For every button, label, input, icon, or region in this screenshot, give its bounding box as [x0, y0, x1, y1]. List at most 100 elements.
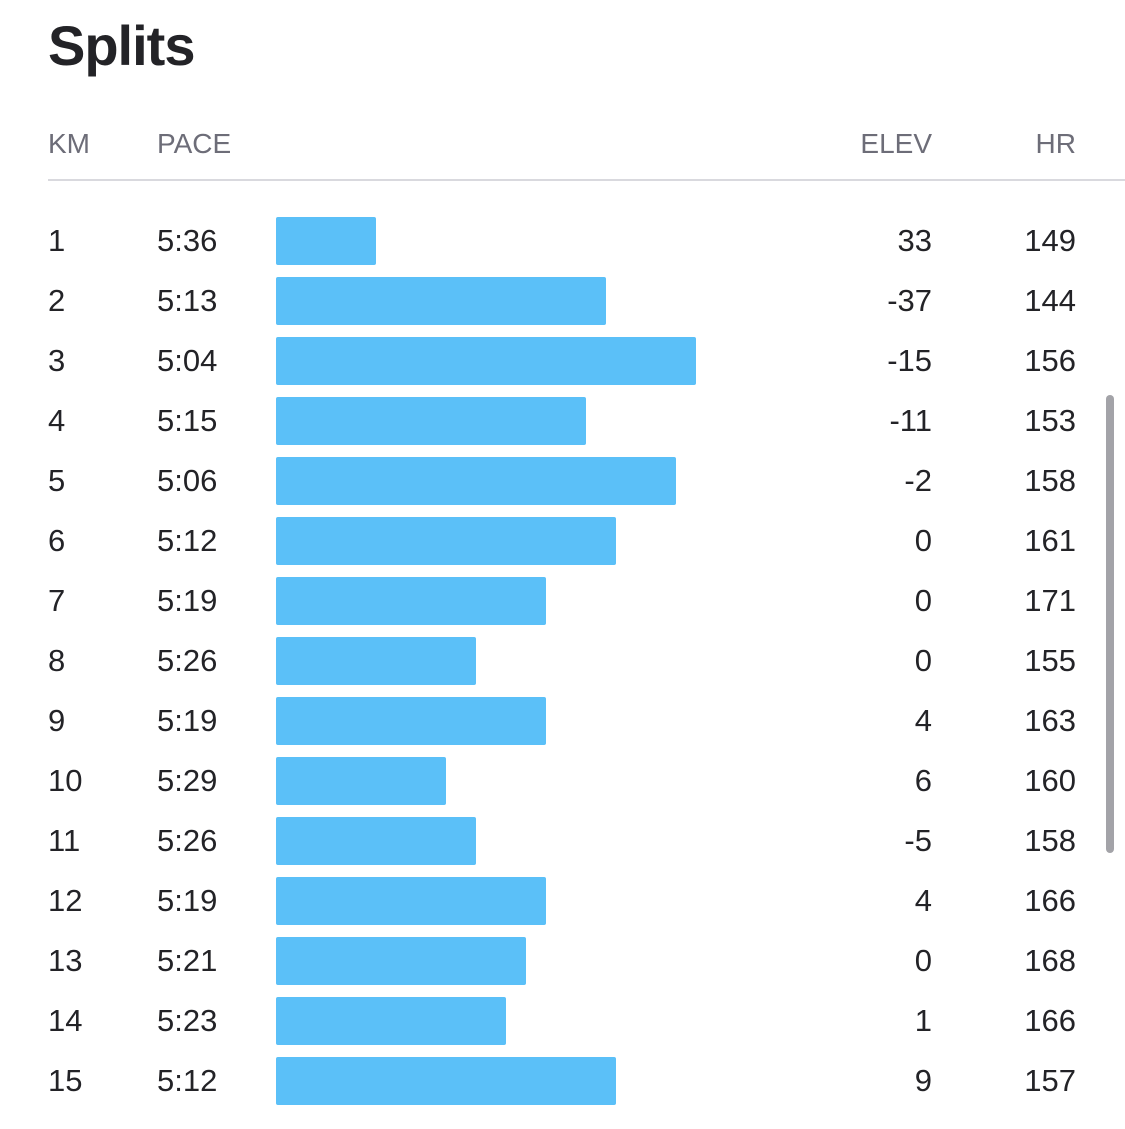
- split-elev: 4: [914, 703, 932, 738]
- split-hr: 144: [1024, 283, 1076, 318]
- split-km: 13: [48, 943, 83, 978]
- split-km: 2: [48, 283, 66, 318]
- split-hr: 163: [1024, 703, 1076, 738]
- pace-bar-track: [276, 937, 836, 985]
- split-row: 1 5:36 33 149: [0, 211, 1125, 271]
- pace-bar: [276, 1057, 616, 1105]
- split-row: 9 5:19 4 163: [0, 691, 1125, 751]
- split-pace: 5:23: [157, 1003, 218, 1038]
- split-km: 6: [48, 523, 66, 558]
- pace-bar-track: [276, 397, 836, 445]
- split-pace: 5:19: [157, 883, 218, 918]
- split-pace: 5:26: [157, 823, 218, 858]
- split-elev: 6: [914, 763, 932, 798]
- split-hr: 158: [1024, 463, 1076, 498]
- column-header-km: KM: [48, 128, 90, 159]
- split-pace: 5:19: [157, 703, 218, 738]
- pace-bar: [276, 337, 696, 385]
- split-row: 14 5:23 1 166: [0, 991, 1125, 1051]
- split-pace: 5:29: [157, 763, 218, 798]
- split-km: 3: [48, 343, 66, 378]
- split-km: 8: [48, 643, 66, 678]
- pace-bar: [276, 817, 476, 865]
- split-elev: 1: [914, 1003, 932, 1038]
- column-header-hr: HR: [1035, 128, 1076, 159]
- split-hr: 158: [1024, 823, 1076, 858]
- split-hr: 166: [1024, 1003, 1076, 1038]
- split-pace: 5:06: [157, 463, 218, 498]
- column-header-pace: PACE: [157, 128, 232, 159]
- split-row: 10 5:29 6 160: [0, 751, 1125, 811]
- column-header-elev: ELEV: [860, 128, 932, 159]
- split-pace: 5:19: [157, 583, 218, 618]
- split-km: 12: [48, 883, 83, 918]
- split-km: 15: [48, 1063, 83, 1098]
- pace-bar-track: [276, 517, 836, 565]
- split-elev: -37: [887, 283, 932, 318]
- split-pace: 5:13: [157, 283, 218, 318]
- split-elev: 9: [914, 1063, 932, 1098]
- split-pace: 5:26: [157, 643, 218, 678]
- split-km: 7: [48, 583, 66, 618]
- split-elev: 0: [914, 523, 932, 558]
- split-hr: 160: [1024, 763, 1076, 798]
- pace-bar-track: [276, 277, 836, 325]
- split-elev: -5: [904, 823, 932, 858]
- split-pace: 5:36: [157, 223, 218, 258]
- split-elev: 0: [914, 583, 932, 618]
- split-hr: 171: [1024, 583, 1076, 618]
- pace-bar-track: [276, 877, 836, 925]
- pace-bar: [276, 997, 506, 1045]
- split-row: 2 5:13 -37 144: [0, 271, 1125, 331]
- split-km: 1: [48, 223, 66, 258]
- pace-bar-track: [276, 457, 836, 505]
- split-pace: 5:15: [157, 403, 218, 438]
- split-pace: 5:12: [157, 523, 218, 558]
- vertical-scrollbar[interactable]: [1106, 395, 1114, 853]
- pace-bar-track: [276, 817, 836, 865]
- split-elev: 4: [914, 883, 932, 918]
- split-row: 12 5:19 4 166: [0, 871, 1125, 931]
- pace-bar: [276, 397, 586, 445]
- split-hr: 156: [1024, 343, 1076, 378]
- split-hr: 157: [1024, 1063, 1076, 1098]
- split-row: 6 5:12 0 161: [0, 511, 1125, 571]
- split-row: 11 5:26 -5 158: [0, 811, 1125, 871]
- split-row: 5 5:06 -2 158: [0, 451, 1125, 511]
- pace-bar-track: [276, 577, 836, 625]
- split-km: 11: [48, 823, 81, 858]
- split-row: 7 5:19 0 171: [0, 571, 1125, 631]
- split-km: 10: [48, 763, 83, 798]
- split-elev: -11: [889, 403, 932, 438]
- split-row: 13 5:21 0 168: [0, 931, 1125, 991]
- split-hr: 161: [1024, 523, 1076, 558]
- split-pace: 5:21: [157, 943, 218, 978]
- split-hr: 149: [1024, 223, 1076, 258]
- pace-bar: [276, 577, 546, 625]
- pace-bar: [276, 457, 676, 505]
- split-km: 5: [48, 463, 66, 498]
- split-hr: 168: [1024, 943, 1076, 978]
- split-km: 14: [48, 1003, 83, 1038]
- pace-bar-track: [276, 217, 836, 265]
- pace-bar-track: [276, 697, 836, 745]
- pace-bar: [276, 517, 616, 565]
- split-elev: -2: [904, 463, 932, 498]
- pace-bar: [276, 277, 606, 325]
- pace-bar: [276, 637, 476, 685]
- split-elev: 0: [914, 943, 932, 978]
- split-row: 3 5:04 -15 156: [0, 331, 1125, 391]
- header-divider: [48, 179, 1125, 181]
- split-row: 4 5:15 -11 153: [0, 391, 1125, 451]
- split-hr: 166: [1024, 883, 1076, 918]
- split-elev: 33: [897, 223, 932, 258]
- split-elev: -15: [887, 343, 932, 378]
- split-km: 9: [48, 703, 66, 738]
- pace-bar: [276, 697, 546, 745]
- page-title: Splits: [48, 14, 195, 77]
- split-row: 15 5:12 9 157: [0, 1051, 1125, 1111]
- pace-bar: [276, 877, 546, 925]
- split-row: 8 5:26 0 155: [0, 631, 1125, 691]
- pace-bar-track: [276, 637, 836, 685]
- split-pace: 5:12: [157, 1063, 218, 1098]
